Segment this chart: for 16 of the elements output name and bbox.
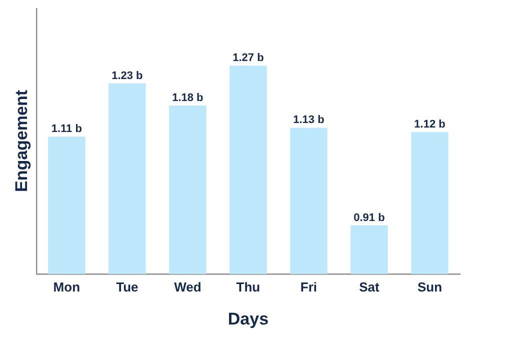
data-label: 0.91 b — [354, 212, 386, 224]
x-tick-label: Tue — [116, 279, 138, 294]
x-tick-label: Wed — [174, 279, 202, 294]
x-tick-label: Sat — [359, 279, 380, 294]
x-axis-title: Days — [228, 309, 269, 328]
data-label: 1.18 b — [172, 92, 204, 104]
data-label: 1.27 b — [232, 52, 264, 64]
x-tick-label: Mon — [53, 279, 80, 294]
x-tick-label: Thu — [236, 279, 260, 294]
data-label: 1.12 b — [414, 118, 446, 131]
data-label: 1.11 b — [51, 123, 82, 136]
x-tick-label: Fri — [300, 279, 318, 294]
data-label: 1.23 b — [112, 70, 144, 82]
x-tick-label: Sun — [417, 279, 442, 294]
y-axis-title: Engagement — [12, 90, 31, 192]
data-label: 1.13 b — [293, 114, 325, 126]
